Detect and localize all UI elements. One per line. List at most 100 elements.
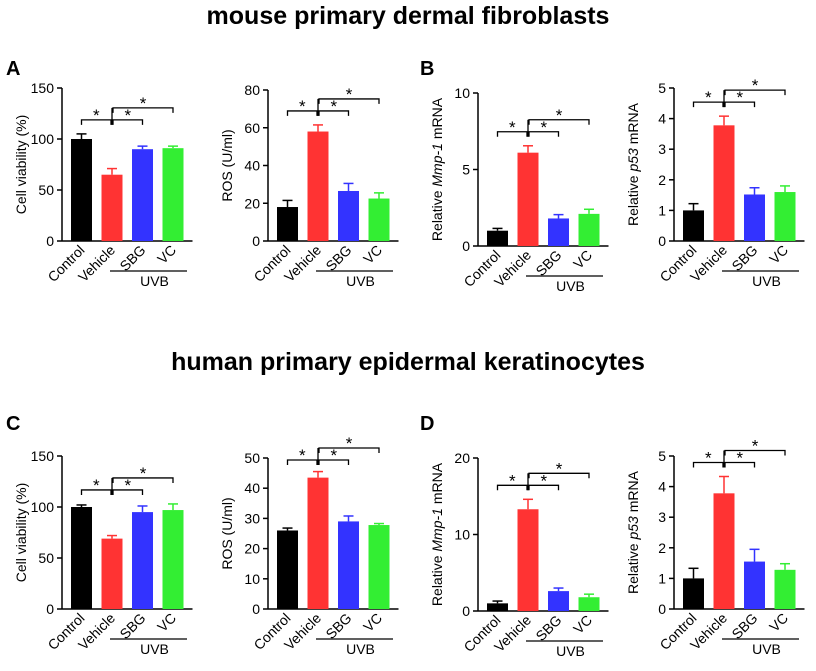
- bar-control: [487, 603, 508, 611]
- sig-vehicle-sbg: [318, 459, 350, 465]
- category-label-sbg: SBG: [728, 242, 760, 274]
- sig-vehicle-sbg: [318, 110, 350, 116]
- y-tick-label: 10: [244, 571, 260, 587]
- y-tick-label: 2: [658, 172, 666, 188]
- sig-vehicle-vc: [528, 119, 590, 125]
- y-tick-label: 0: [252, 601, 260, 617]
- sig-vehicle-vc-star: *: [752, 76, 759, 95]
- bar-vc: [368, 525, 390, 609]
- sig-control-vehicle: [286, 110, 318, 116]
- sig-control-vehicle-star: *: [299, 97, 306, 116]
- bar-vc: [162, 148, 184, 241]
- sig-control-vehicle-star: *: [93, 106, 100, 125]
- title-top: mouse primary dermal fibroblasts: [206, 2, 610, 30]
- sig-vehicle-vc-star: *: [556, 459, 563, 478]
- y-tick-label: 10: [454, 527, 470, 543]
- bar-vehicle: [517, 509, 539, 611]
- category-label-sbg: SBG: [532, 612, 564, 644]
- group-label-uvb: UVB: [556, 278, 585, 294]
- group-label-uvb: UVB: [556, 643, 585, 659]
- sig-control-vehicle: [286, 459, 318, 465]
- sig-vehicle-sbg-star: *: [540, 118, 547, 137]
- bar-vc: [368, 198, 390, 241]
- y-axis-label: Cell viability (%): [13, 115, 29, 215]
- y-axis-label: ROS (U/ml): [219, 497, 235, 569]
- bar-vehicle: [101, 538, 123, 609]
- y-axis-label-suffix: mRNA: [625, 102, 641, 148]
- panel-letter-d: D: [420, 413, 435, 435]
- bar-vc: [578, 213, 600, 246]
- sig-vehicle-sbg: [112, 489, 144, 495]
- y-axis-label-part: Cell viability (%): [13, 483, 29, 583]
- group-label-uvb: UVB: [346, 273, 375, 289]
- y-tick-label: 0: [462, 238, 470, 254]
- sig-vehicle-sbg-star: *: [124, 106, 131, 125]
- y-axis-label-part: Relative: [625, 540, 641, 594]
- y-axis-label: Relative Mmp-1 mRNA: [429, 462, 445, 606]
- bar-sbg: [132, 512, 153, 609]
- bar-vc: [162, 510, 184, 609]
- y-tick-label: 0: [252, 233, 260, 249]
- sig-vehicle-sbg-star: *: [540, 471, 547, 490]
- sig-control-vehicle-star: *: [705, 449, 712, 468]
- bar-control: [277, 207, 298, 241]
- y-tick-label: 0: [462, 603, 470, 619]
- y-tick-label: 20: [454, 450, 470, 466]
- y-tick-label: 4: [658, 111, 666, 127]
- sig-vehicle-vc-star: *: [140, 464, 147, 483]
- y-tick-label: 0: [658, 233, 666, 249]
- bar-sbg: [132, 149, 153, 241]
- y-tick-label: 4: [658, 479, 666, 495]
- y-tick-label: 0: [46, 601, 54, 617]
- sig-control-vehicle-star: *: [509, 118, 516, 137]
- bar-vehicle: [713, 125, 735, 241]
- panel-letter-c: C: [6, 413, 21, 435]
- y-tick-label: 50: [38, 550, 54, 566]
- y-axis-label-part: Relative: [625, 172, 641, 226]
- sig-control-vehicle: [692, 101, 724, 108]
- sig-vehicle-sbg-star: *: [330, 97, 337, 116]
- category-label-vc: VC: [360, 242, 385, 267]
- y-tick-label: 60: [244, 120, 260, 136]
- sig-control-vehicle-star: *: [93, 476, 100, 495]
- category-label-vc: VC: [766, 610, 791, 635]
- y-tick-label: 3: [658, 509, 666, 525]
- bar-vehicle: [517, 152, 539, 246]
- sig-vehicle-vc-star: *: [140, 94, 147, 113]
- sig-control-vehicle-star: *: [509, 471, 516, 490]
- y-axis-label-part: Relative: [429, 187, 445, 241]
- title-bottom: human primary epidermal keratinocytes: [171, 348, 645, 376]
- y-axis-label: ROS (U/ml): [219, 129, 235, 201]
- bar-vehicle: [307, 477, 329, 609]
- category-label-vc: VC: [360, 610, 385, 635]
- category-label-sbg: SBG: [728, 610, 760, 642]
- y-tick-label: 1: [658, 570, 666, 586]
- y-tick-label: 5: [658, 448, 666, 464]
- y-tick-label: 0: [658, 601, 666, 617]
- y-tick-label: 150: [31, 80, 55, 96]
- bar-vehicle: [307, 131, 329, 241]
- sig-vehicle-sbg: [724, 101, 756, 108]
- y-axis-label-suffix: mRNA: [625, 470, 641, 516]
- panel-letter-b: B: [420, 58, 435, 80]
- group-label-uvb: UVB: [346, 641, 375, 657]
- bar-sbg: [548, 218, 569, 246]
- bar-vehicle: [713, 493, 735, 609]
- bar-control: [71, 507, 92, 609]
- category-label-sbg: SBG: [322, 610, 354, 642]
- y-axis-label-part: Relative: [429, 552, 445, 606]
- sig-vehicle-sbg: [112, 119, 144, 125]
- category-label-vc: VC: [766, 242, 791, 267]
- bar-control: [487, 230, 508, 246]
- y-axis-label-italic: Mmp-1: [429, 143, 445, 187]
- y-axis-label-part: ROS (U/ml): [219, 129, 235, 201]
- category-label-vc: VC: [570, 247, 595, 272]
- sig-vehicle-vc: [724, 449, 786, 456]
- y-tick-label: 40: [244, 158, 260, 174]
